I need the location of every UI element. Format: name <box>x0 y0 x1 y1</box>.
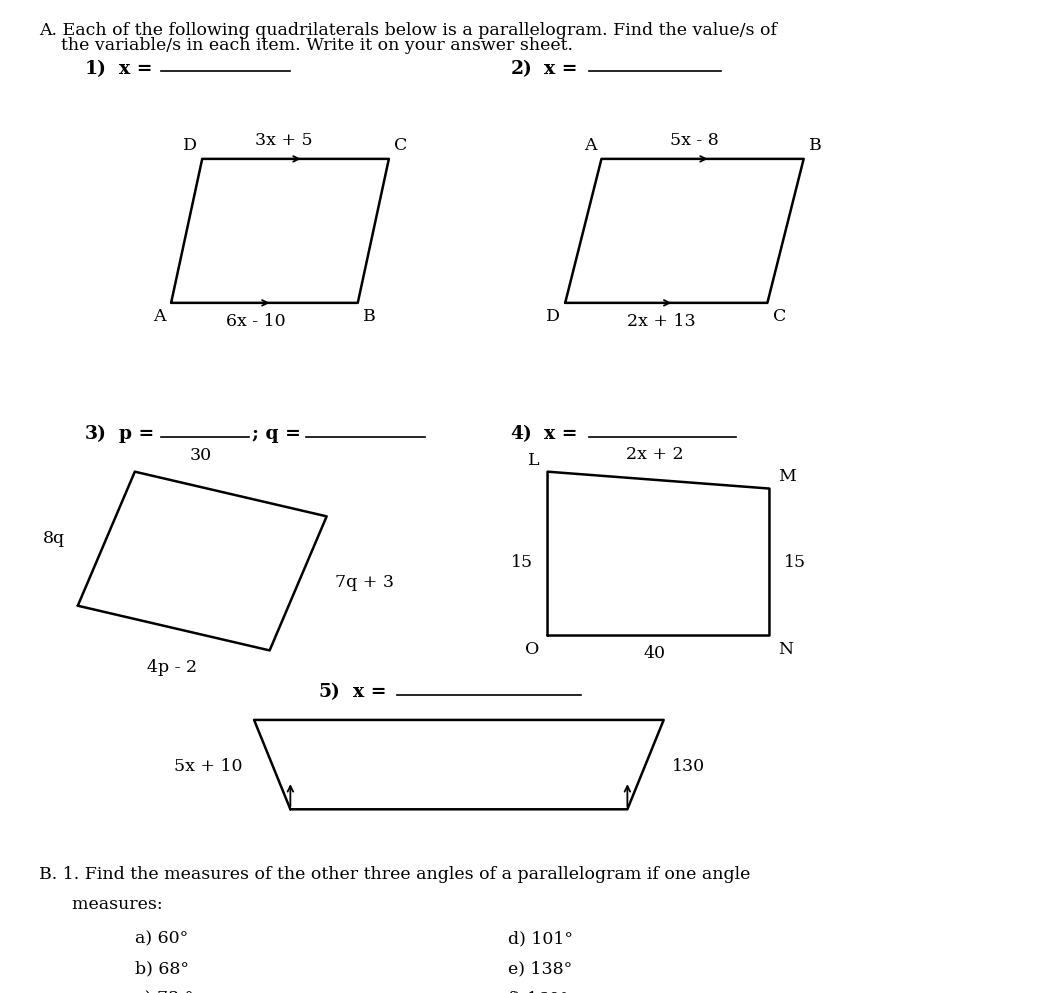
Text: 5): 5) <box>318 683 340 701</box>
Text: d) 101°: d) 101° <box>508 930 573 947</box>
Text: 3x + 5: 3x + 5 <box>255 132 313 149</box>
Text: A: A <box>584 137 596 154</box>
Text: the variable/s in each item. Write it on your answer sheet.: the variable/s in each item. Write it on… <box>39 37 573 54</box>
Text: A. Each of the following quadrilaterals below is a parallelogram. Find the value: A. Each of the following quadrilaterals … <box>39 22 778 39</box>
Text: x =: x = <box>544 60 578 77</box>
Text: p =: p = <box>119 425 155 443</box>
Text: M: M <box>778 468 795 485</box>
Text: 130: 130 <box>672 758 705 776</box>
Text: a) 60°: a) 60° <box>135 930 188 947</box>
Text: 30: 30 <box>190 447 213 464</box>
Text: 4): 4) <box>510 425 532 443</box>
Text: 5x + 10: 5x + 10 <box>174 758 243 776</box>
Text: 6x - 10: 6x - 10 <box>226 313 286 330</box>
Text: 4p - 2: 4p - 2 <box>147 659 197 676</box>
Text: D: D <box>183 137 197 154</box>
Text: 7q + 3: 7q + 3 <box>335 574 394 592</box>
Text: ; q =: ; q = <box>252 425 301 443</box>
Text: N: N <box>778 641 793 658</box>
Text: B: B <box>809 137 821 154</box>
Text: f) 160°: f) 160° <box>508 990 568 993</box>
Text: C: C <box>773 308 786 325</box>
Text: 5x - 8: 5x - 8 <box>670 132 720 149</box>
Text: b) 68°: b) 68° <box>135 960 189 977</box>
Text: O: O <box>525 641 539 658</box>
Text: B. 1. Find the measures of the other three angles of a parallelogram if one angl: B. 1. Find the measures of the other thr… <box>39 866 751 883</box>
Text: C: C <box>394 137 408 154</box>
Text: B: B <box>363 308 375 325</box>
Text: 2x + 2: 2x + 2 <box>625 446 683 463</box>
Text: A: A <box>153 308 166 325</box>
Text: x =: x = <box>119 60 152 77</box>
Text: 3): 3) <box>85 425 107 443</box>
Text: 2): 2) <box>510 60 532 77</box>
Text: 1): 1) <box>85 60 107 77</box>
Text: D: D <box>545 308 560 325</box>
Text: measures:: measures: <box>39 896 163 913</box>
Text: c) 73 °: c) 73 ° <box>135 990 193 993</box>
Text: 15: 15 <box>784 553 806 571</box>
Text: 2x + 13: 2x + 13 <box>627 313 696 330</box>
Text: e) 138°: e) 138° <box>508 960 572 977</box>
Text: x =: x = <box>544 425 578 443</box>
Text: 15: 15 <box>511 553 533 571</box>
Text: 40: 40 <box>643 645 666 662</box>
Text: L: L <box>528 452 539 469</box>
Text: 8q: 8q <box>44 529 65 547</box>
Text: x =: x = <box>353 683 386 701</box>
